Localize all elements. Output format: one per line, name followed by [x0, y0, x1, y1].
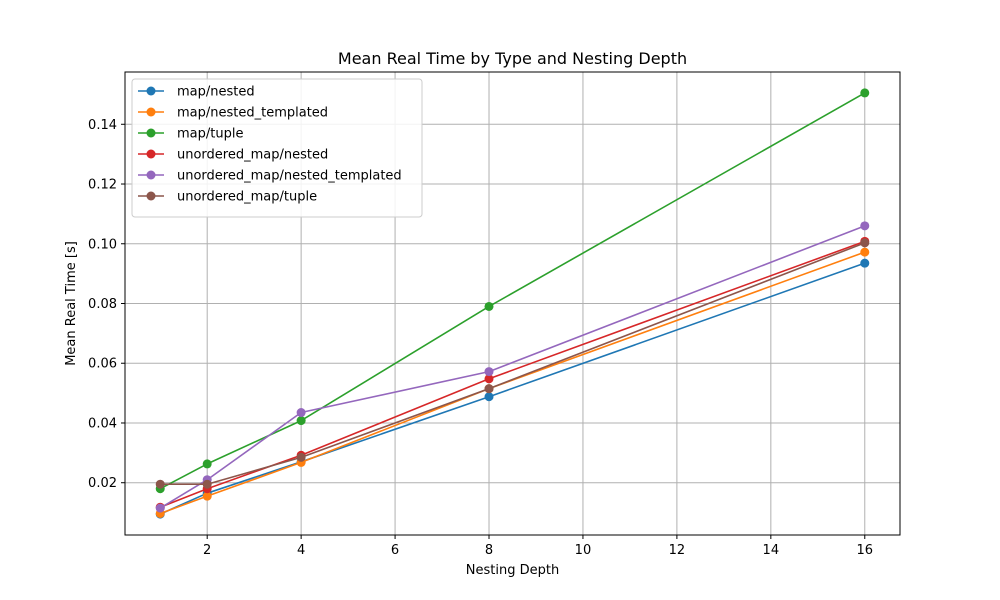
data-point: [484, 392, 494, 402]
y-tick-label: 0.10: [88, 237, 117, 252]
data-point: [484, 374, 494, 384]
legend-marker: [146, 86, 156, 96]
legend-item: map/nested: [138, 85, 255, 100]
x-tick-label: 16: [856, 543, 873, 558]
data-point: [860, 221, 870, 231]
y-tick-label: 0.14: [88, 118, 117, 133]
x-tick-label: 12: [669, 543, 686, 558]
legend-marker: [146, 107, 156, 117]
data-point: [484, 301, 494, 311]
legend-item: unordered_map/nested_templated: [138, 169, 402, 184]
y-tick-label: 0.08: [88, 297, 117, 312]
chart-title: Mean Real Time by Type and Nesting Depth: [338, 49, 687, 68]
data-point: [860, 247, 870, 257]
legend-label: map/nested: [177, 85, 255, 100]
legend-box: [131, 78, 423, 218]
data-point: [296, 452, 306, 462]
legend: map/nested map/nested_templated map/tuple u…: [131, 78, 423, 218]
legend-marker: [146, 149, 156, 159]
series-unordered-map-tuple: [155, 238, 870, 489]
y-tick-label: 0.12: [88, 178, 117, 193]
data-point: [202, 459, 212, 469]
data-point: [296, 416, 306, 426]
data-point: [860, 258, 870, 268]
data-point: [296, 408, 306, 418]
y-axis-title: Mean Real Time [s]: [64, 241, 79, 366]
data-point: [202, 479, 212, 489]
legend-item: unordered_map/tuple: [138, 190, 317, 205]
data-point: [155, 479, 165, 489]
y-tick-label: 0.02: [88, 476, 117, 491]
data-point: [155, 503, 165, 513]
y-tick-label: 0.04: [88, 416, 117, 431]
plot-series: [155, 88, 870, 519]
axis-ticks: 2 4 6 8 10 12 14 16 0.02 0.04 0.06 0.08 0.10 0.12 0.14: [88, 118, 873, 558]
legend-label: unordered_map/tuple: [177, 190, 317, 205]
x-tick-label: 6: [391, 543, 399, 558]
legend-marker: [146, 191, 156, 201]
legend-label: unordered_map/nested: [177, 148, 328, 163]
legend-item: unordered_map/nested: [138, 148, 328, 163]
legend-label: map/tuple: [177, 127, 243, 142]
data-point: [484, 384, 494, 394]
x-axis-title: Nesting Depth: [466, 563, 559, 578]
legend-label: map/nested_templated: [177, 106, 328, 121]
y-tick-label: 0.06: [88, 357, 117, 372]
legend-label: unordered_map/nested_templated: [177, 169, 402, 184]
x-tick-label: 2: [203, 543, 211, 558]
legend-marker: [146, 170, 156, 180]
data-point: [202, 491, 212, 501]
x-tick-label: 10: [575, 543, 592, 558]
x-tick-label: 14: [763, 543, 780, 558]
legend-item: map/tuple: [138, 127, 243, 142]
data-point: [860, 238, 870, 248]
data-point: [860, 88, 870, 98]
legend-marker: [146, 128, 156, 138]
legend-item: map/nested_templated: [138, 106, 328, 121]
x-tick-label: 4: [297, 543, 305, 558]
x-tick-label: 8: [485, 543, 493, 558]
data-point: [484, 367, 494, 377]
